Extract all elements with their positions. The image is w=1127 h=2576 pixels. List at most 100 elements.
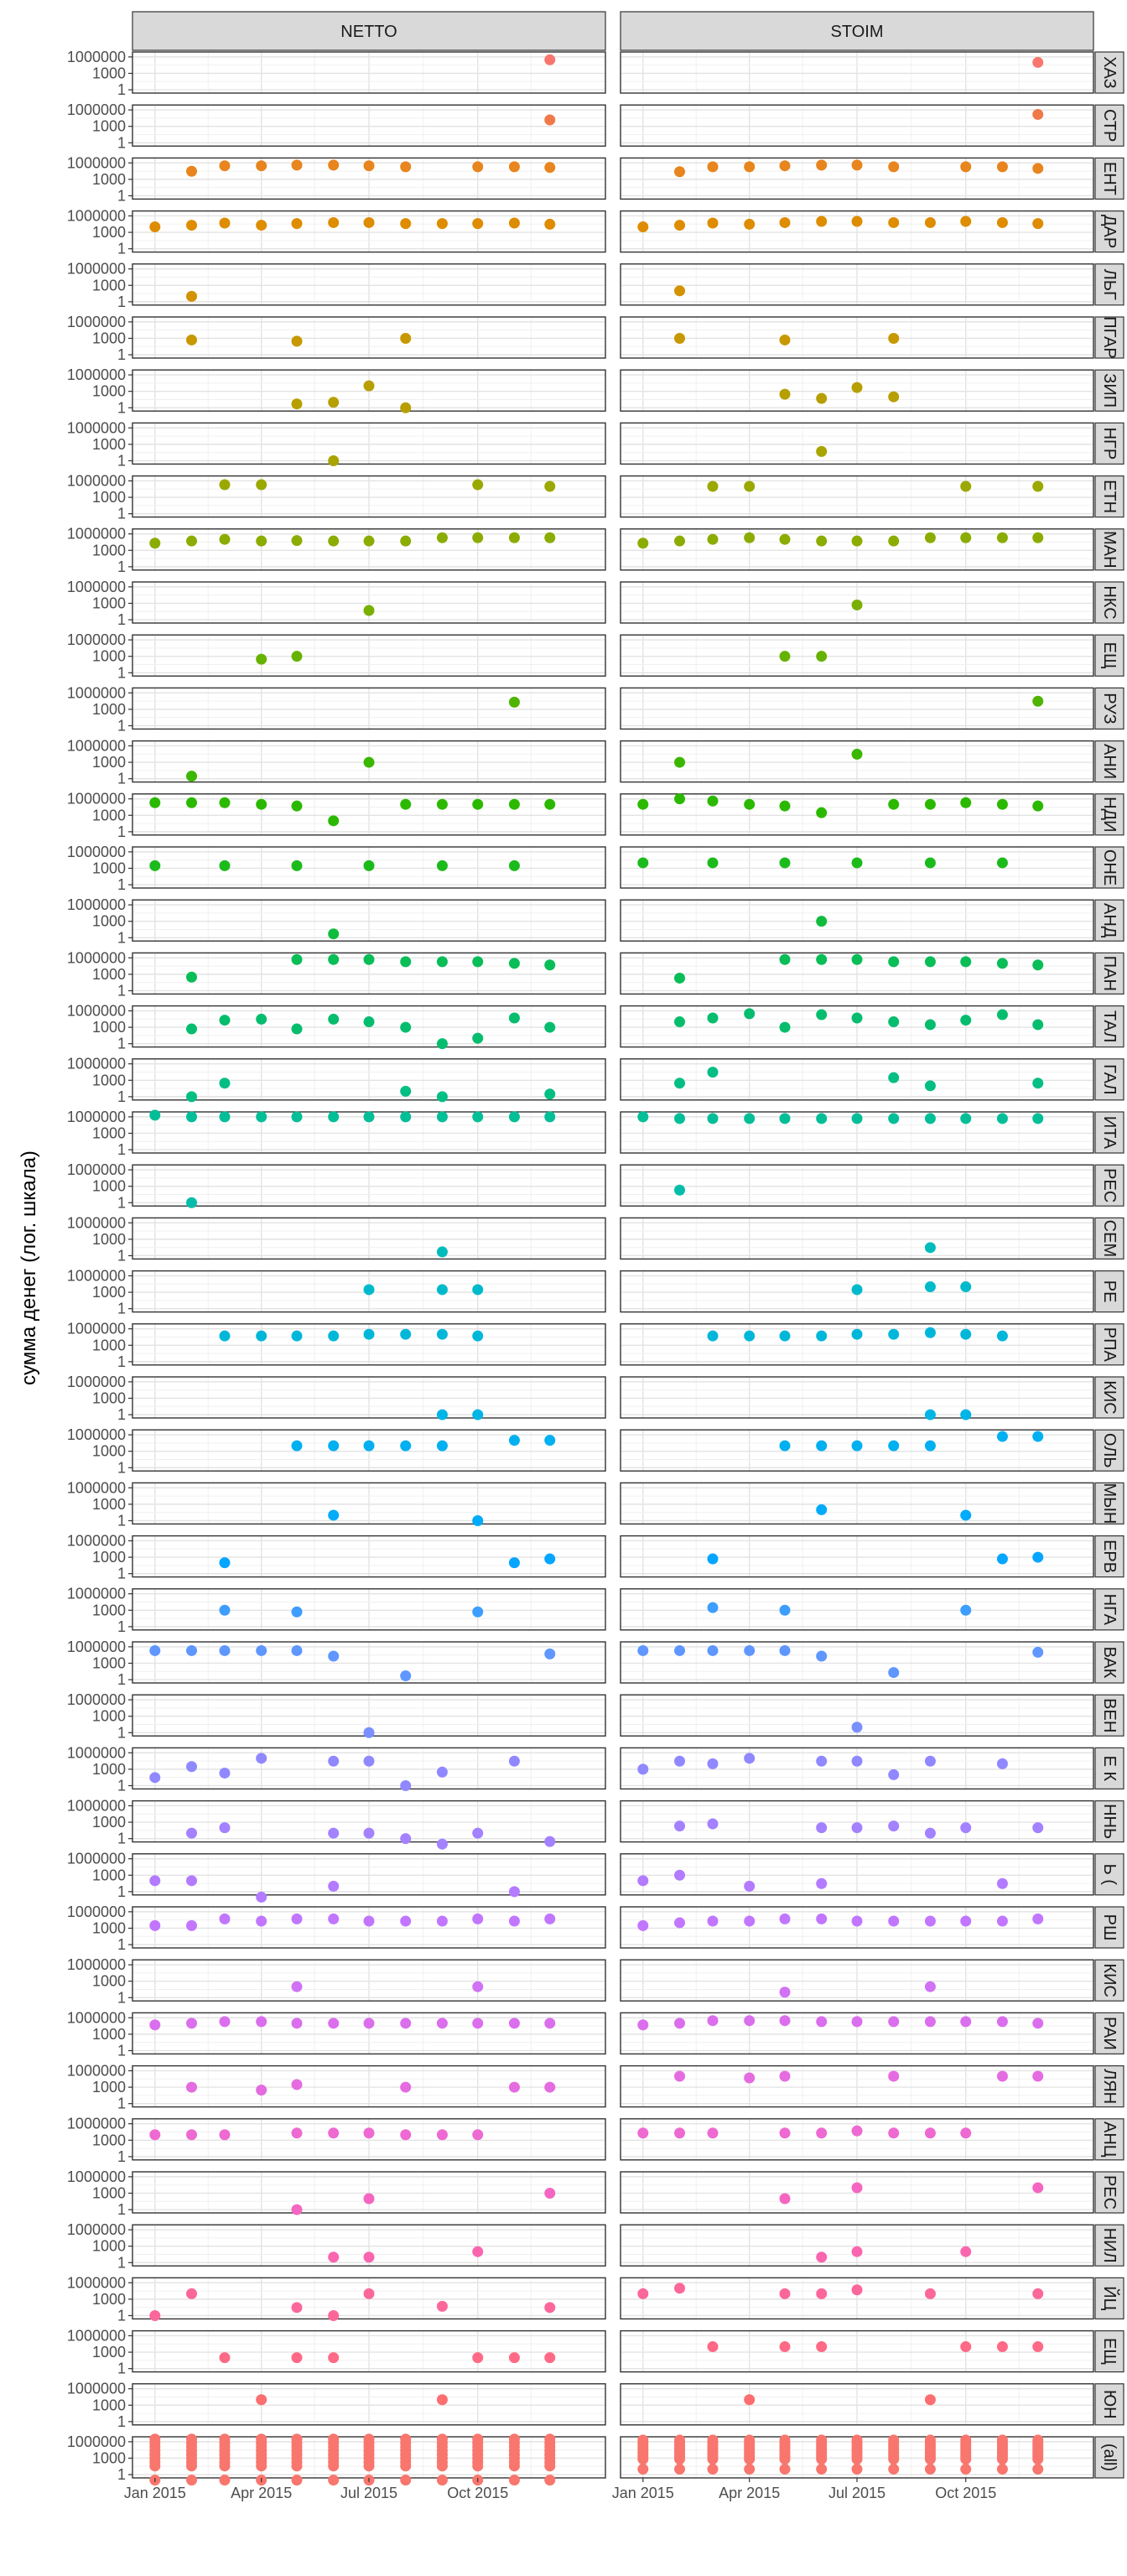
data-point: [924, 1281, 936, 1293]
y-tick-label: 1000: [92, 118, 126, 135]
data-point: [851, 1440, 863, 1452]
panel-border: [132, 316, 606, 359]
y-tick-label: 1: [117, 241, 126, 257]
panel-r39-c0: [132, 2118, 606, 2161]
panel-border: [620, 1853, 1094, 1896]
data-point: [363, 860, 375, 871]
data-point: [186, 971, 197, 983]
data-point: [508, 1886, 520, 1898]
panel-border: [132, 1270, 606, 1313]
data-point: [888, 1072, 900, 1083]
data-point: [186, 797, 197, 808]
panel-r43-c1: [620, 2329, 1094, 2373]
data-point: [291, 2127, 303, 2139]
data-point: [888, 1016, 900, 1028]
data-point: [363, 1111, 375, 1123]
data-point: [996, 2464, 1008, 2475]
panel-border: [132, 1482, 606, 1525]
data-point: [816, 1504, 828, 1515]
data-point: [996, 1009, 1008, 1021]
y-tick-label: 1000000: [67, 2381, 126, 2397]
data-point: [707, 795, 719, 807]
data-point: [508, 958, 520, 969]
data-point: [924, 1755, 936, 1767]
y-tick-label: 1000: [92, 171, 126, 188]
data-point: [779, 857, 791, 869]
data-point: [707, 480, 719, 492]
data-point: [851, 2016, 863, 2028]
data-point: [544, 114, 556, 126]
panel-border: [620, 2171, 1094, 2214]
data-point: [436, 1409, 448, 1420]
data-point: [256, 160, 267, 172]
data-point: [544, 2081, 556, 2093]
data-point: [400, 956, 412, 968]
data-point: [816, 1113, 828, 1124]
y-tick-label: 1000000: [67, 1267, 126, 1284]
data-point: [186, 2018, 197, 2029]
data-point: [149, 221, 161, 233]
data-point: [744, 1008, 756, 1020]
y-tick-label: 1: [117, 1194, 126, 1211]
y-tick-label: 1000: [92, 1019, 126, 1036]
data-point: [779, 1987, 791, 1998]
data-point: [508, 532, 520, 543]
data-point: [960, 956, 972, 968]
data-point: [779, 1330, 791, 1342]
data-point: [779, 2193, 791, 2205]
data-point: [637, 1919, 649, 1931]
data-point: [400, 1670, 412, 1682]
data-point: [924, 1019, 936, 1031]
data-point: [960, 1015, 972, 1026]
panel-border: [620, 899, 1094, 942]
row-strip-24: [1094, 1323, 1124, 1366]
data-point: [291, 1644, 303, 1656]
y-tick-label: 1: [117, 1141, 126, 1158]
y-tick-label: 1000: [92, 1443, 126, 1460]
panel-r29-c1: [620, 1588, 1094, 1631]
data-point: [924, 532, 936, 543]
data-point: [924, 798, 936, 810]
data-point: [149, 2019, 161, 2031]
y-tick-label: 1000: [92, 542, 126, 558]
y-tick-label: 1000: [92, 807, 126, 823]
y-tick-label: 1: [117, 293, 126, 310]
panel-r5-c0: [132, 316, 606, 359]
row-strip-29: [1094, 1588, 1124, 1631]
data-point: [472, 1409, 484, 1420]
data-point: [960, 1915, 972, 1927]
panel-border: [620, 1058, 1094, 1101]
panel-border: [132, 2383, 606, 2426]
panel-r0-c0: [132, 51, 606, 94]
data-point: [256, 1013, 267, 1025]
data-point: [186, 290, 197, 302]
y-tick-label: 1000000: [67, 737, 126, 754]
data-point: [544, 1435, 556, 1446]
data-point: [996, 1113, 1008, 1124]
data-point: [149, 2309, 161, 2321]
data-point: [328, 1013, 340, 1025]
data-point: [888, 216, 900, 228]
x-tick-label: Oct 2015: [935, 2485, 996, 2501]
data-point: [219, 160, 231, 172]
row-strip-43: [1094, 2330, 1124, 2373]
facet-strip-label-stoim: STOIM: [831, 23, 884, 41]
panel-border: [132, 51, 606, 94]
x-tick-label: Jan 2015: [124, 2485, 186, 2501]
panel-r10-c0: [132, 581, 606, 624]
y-tick-label: 1000: [92, 1072, 126, 1088]
panel-border: [132, 899, 606, 942]
row-strip-label: ЕРВ: [1100, 1540, 1119, 1573]
panel-r12-c0: [132, 687, 606, 730]
panel-border: [132, 528, 606, 571]
data-point: [436, 1246, 448, 1258]
data-point: [996, 216, 1008, 228]
data-point: [472, 1606, 484, 1618]
row-strip-label: ЕНТ: [1100, 162, 1119, 195]
panel-border: [620, 1694, 1094, 1737]
y-tick-label: 1000000: [67, 1056, 126, 1072]
data-point: [779, 2341, 791, 2353]
data-point: [960, 2246, 972, 2257]
panel-border: [132, 1376, 606, 1419]
row-strip-label: ПГАР: [1100, 316, 1119, 359]
